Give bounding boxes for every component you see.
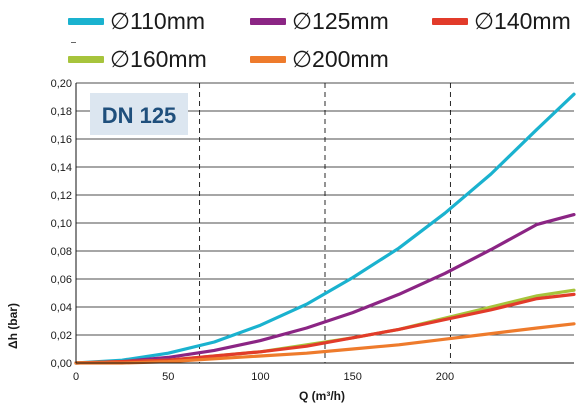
x-tick-label: 0 [73,371,79,383]
x-tick-labels: 0 50 100 150 200 [73,371,454,383]
legend-swatch-110mm [68,18,104,25]
legend-swatch-125mm [250,18,286,25]
series-lines [74,92,576,365]
legend-item-160mm: ∅160mm [68,46,207,73]
legend-label-200mm: ∅200mm [292,46,389,72]
legend-item-125mm: ∅125mm [250,8,389,35]
x-tick-label: 50 [162,371,174,383]
legend: ∅110mm ∅125mm ∅140mm ∅160mm ∅200mm [0,0,587,80]
series-line-125mm [74,213,576,365]
vertical-grid [199,83,451,363]
y-tick-label: 0,20 [51,78,72,90]
y-tick-label: 0,16 [51,134,72,146]
legend-label-160mm: ∅160mm [110,46,207,72]
legend-label-125mm: ∅125mm [292,8,389,34]
legend-swatch-160mm [68,56,104,63]
x-tick-label: 100 [251,371,269,383]
y-tick-label: 0,00 [51,358,72,370]
x-tick-label: 150 [343,371,361,383]
legend-item-140mm: ∅140mm [432,8,571,35]
decorative-tick [71,42,76,43]
y-tick-label: 0,04 [51,302,72,314]
annotation-label: DN 125 [102,103,177,128]
y-tick-label: 0,02 [51,330,72,342]
x-tick-label: 200 [436,371,454,383]
legend-swatch-200mm [250,56,286,63]
legend-swatch-140mm [432,18,468,25]
legend-label-110mm: ∅110mm [110,8,206,34]
annotation-box [90,93,188,135]
y-axis-title: Δh (bar) [6,303,20,349]
y-tick-labels: 0,00 0,02 0,04 0,06 0,08 0,10 0,12 0,14 0,16 0,18… [51,78,72,370]
y-tick-label: 0,06 [51,274,72,286]
legend-item-110mm: ∅110mm [68,8,205,35]
legend-label-140mm: ∅140mm [474,8,571,34]
x-axis-title: Q (m³/h) [299,389,345,403]
y-tick-label: 0,12 [51,190,72,202]
y-tick-label: 0,14 [51,162,72,174]
series-line-200mm [74,322,576,365]
y-tick-label: 0,08 [51,246,72,258]
y-tick-label: 0,18 [51,106,72,118]
series-line-110mm [74,92,576,365]
y-tick-label: 0,10 [51,218,72,230]
legend-item-200mm: ∅200mm [250,46,389,73]
